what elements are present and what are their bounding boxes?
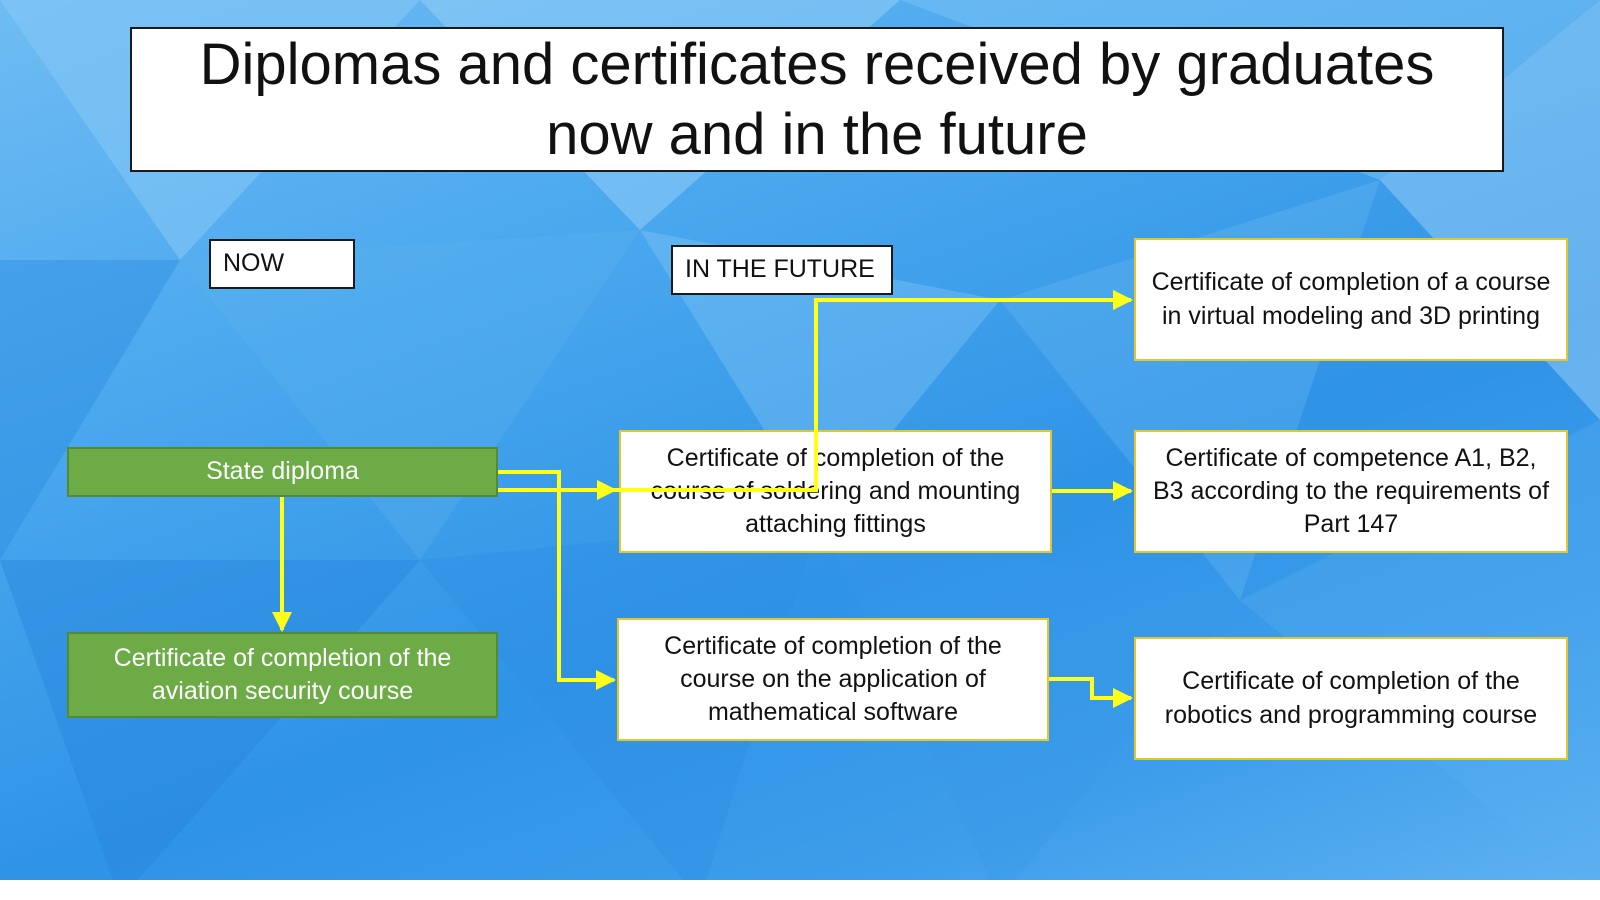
bottom-strip — [0, 880, 1600, 900]
node-robotics: Certificate of completion of the robotic… — [1134, 637, 1568, 760]
node-competence: Certificate of competence A1, B2, B3 acc… — [1134, 430, 1568, 553]
node-state-diploma: State diploma — [67, 447, 498, 497]
node-aviation-security: Certificate of completion of the aviatio… — [67, 632, 498, 718]
page-title: Diplomas and certificates received by gr… — [130, 27, 1504, 172]
label-future: IN THE FUTURE — [671, 245, 893, 295]
label-now: NOW — [209, 239, 355, 289]
node-virtual-modeling: Certificate of completion of a course in… — [1134, 238, 1568, 361]
node-math-software: Certificate of completion of the course … — [617, 618, 1049, 741]
node-soldering: Certificate of completion of the course … — [619, 430, 1052, 553]
